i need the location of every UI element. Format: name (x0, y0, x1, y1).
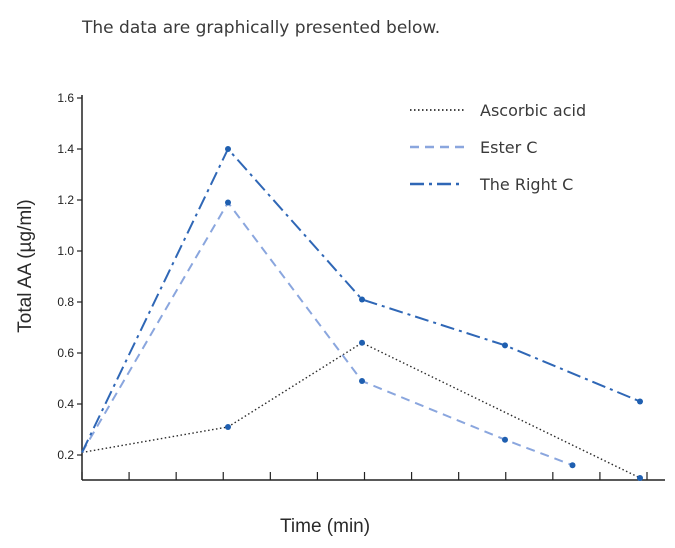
chart-axes: 0.2 0.4 0.6 0.8 1.0 1.2 1.4 1.6 (57, 91, 665, 481)
intro-text: The data are graphically presented below… (82, 18, 441, 38)
y-tick-label: 1.0 (57, 244, 74, 258)
data-point-ester-c (359, 378, 365, 385)
data-point-ascorbic-acid (637, 474, 643, 481)
y-tick-label: 0.8 (57, 295, 74, 309)
legend-label-the-right-c: The Right C (479, 175, 573, 194)
data-point-ester-c (225, 199, 231, 206)
y-tick-label: 1.2 (57, 193, 74, 207)
y-tick-label: 1.6 (57, 91, 74, 105)
series-line-ascorbic-acid (81, 342, 641, 479)
chart-lines (81, 146, 643, 481)
chart-legend: Ascorbic acid Ester C The Right C (410, 101, 586, 194)
data-point-the-right-c (637, 398, 643, 405)
data-point-the-right-c (359, 296, 365, 303)
series-line-the-right-c (81, 147, 641, 453)
data-point-the-right-c (502, 342, 508, 349)
data-point-ester-c (502, 436, 508, 443)
data-point-ascorbic-acid (359, 339, 365, 346)
y-tick-label: 1.4 (57, 142, 74, 156)
data-point-the-right-c (225, 146, 231, 152)
y-axis-label: Total AA (µg/ml) (15, 199, 36, 333)
legend-label-ascorbic-acid: Ascorbic acid (480, 101, 586, 120)
series-line-ester-c (81, 200, 573, 467)
y-tick-label: 0.2 (57, 448, 74, 462)
data-point-ascorbic-acid (225, 423, 231, 430)
legend-label-ester-c: Ester C (480, 138, 537, 157)
y-tick-label: 0.4 (57, 397, 74, 411)
x-axis-label: Time (min) (280, 516, 371, 537)
data-point-ester-c (569, 462, 576, 469)
y-tick-label: 0.6 (57, 346, 74, 360)
